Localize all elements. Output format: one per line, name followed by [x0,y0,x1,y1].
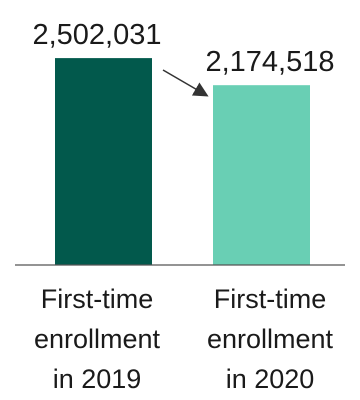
value-label-1: 2,502,031 [32,19,161,51]
category-label-1-line-1: First-time [41,284,153,314]
bar-2 [213,85,310,265]
category-label-2-line-3: in 2020 [226,364,315,394]
category-label-2-line-1: First-time [214,284,326,314]
bar-1 [55,58,152,265]
change-arrow [163,70,206,95]
category-label-1-line-2: enrollment [34,324,161,354]
value-label-2: 2,174,518 [205,46,334,78]
category-label-2-line-2: enrollment [207,324,334,354]
category-label-1-line-3: in 2019 [53,364,142,394]
